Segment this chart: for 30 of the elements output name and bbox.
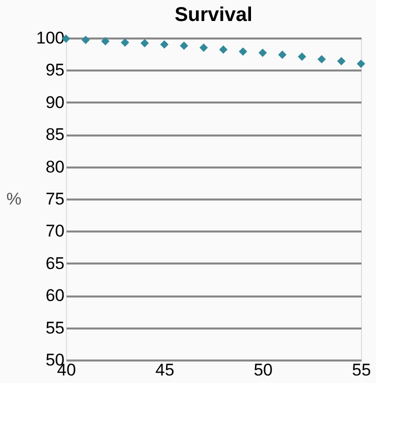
point [120, 38, 130, 47]
point [160, 40, 169, 49]
y-axis-title: % [6, 190, 22, 208]
point [278, 50, 287, 59]
y-tick-label: 55 [46, 318, 64, 338]
point [180, 42, 188, 50]
y-tick-label: 95 [46, 60, 64, 80]
point [199, 43, 208, 52]
point [356, 60, 366, 68]
y-tick-label: 85 [46, 125, 64, 144]
point [101, 37, 110, 46]
point [258, 48, 267, 57]
y-tick-label: 90 [46, 92, 64, 112]
point [81, 36, 90, 44]
y-tick-label: 60 [46, 286, 64, 306]
y-tick-label: 80 [46, 157, 64, 176]
point [219, 45, 228, 54]
point [317, 55, 326, 64]
x-tick-label: 55 [352, 360, 371, 380]
point [298, 52, 306, 61]
point [238, 47, 248, 56]
y-tick-label: 70 [46, 222, 64, 241]
point [337, 57, 346, 66]
point [140, 38, 149, 48]
chart-title: Survival [174, 4, 252, 26]
x-tick-label: 45 [155, 360, 174, 380]
y-tick-label: 100 [36, 28, 64, 48]
y-tick-label: 65 [46, 254, 64, 273]
y-tick-label: 75 [46, 190, 64, 208]
x-tick-label: 50 [254, 360, 273, 380]
